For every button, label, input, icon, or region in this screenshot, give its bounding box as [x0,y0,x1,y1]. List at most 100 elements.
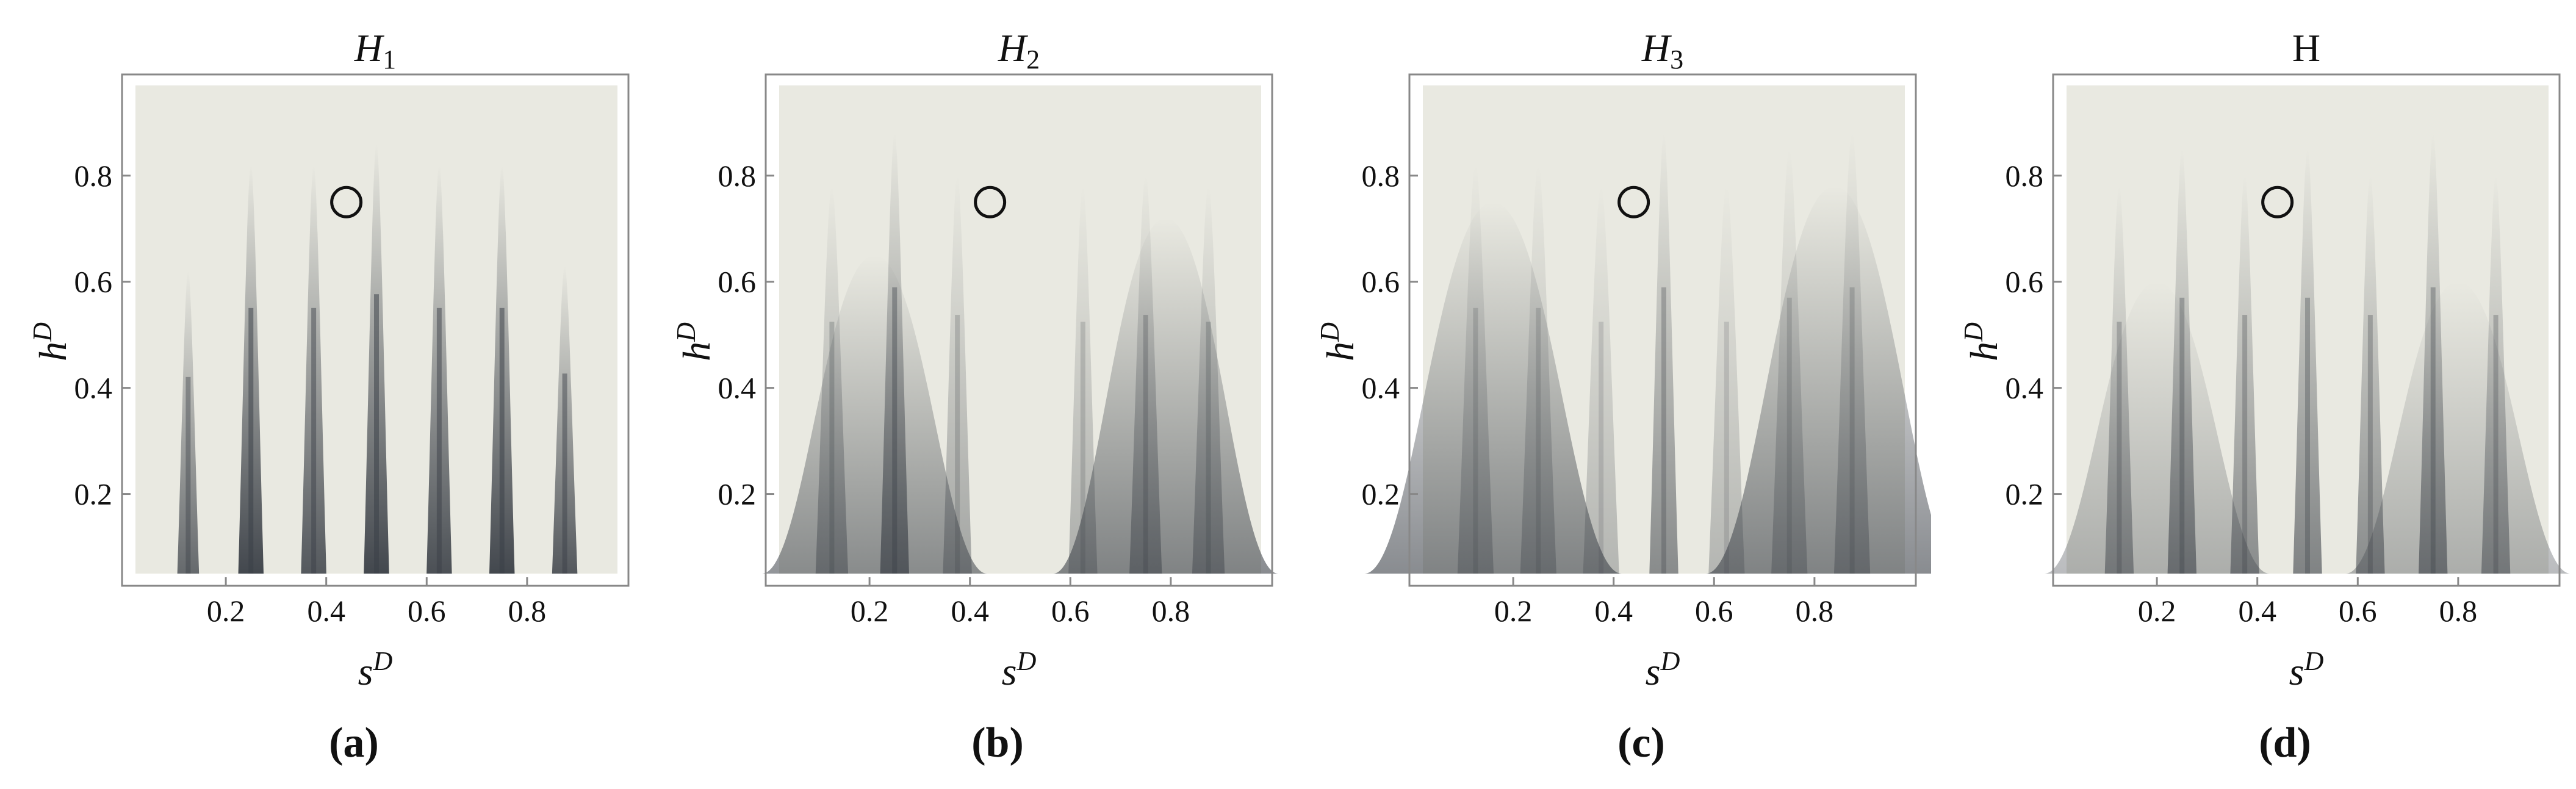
peak-core [1786,297,1792,574]
peak-core [1724,322,1729,574]
peak-core [2493,315,2499,574]
y-axis-label: hD [27,322,74,361]
marker-circle [1617,186,1650,218]
y-tick-label: 0.4 [74,371,113,405]
peak-core [1536,308,1541,574]
y-tick-label: 0.6 [74,265,113,299]
y-tick-label: 0.2 [718,477,757,511]
plot-area [2044,85,2571,574]
peak-ridge [880,133,909,574]
peak-ridge [1583,186,1619,574]
shaded-region [1053,218,1278,574]
peak-core [185,376,191,574]
peak-ridge [1771,149,1808,574]
panel-title: H1 [354,26,396,74]
peak-ridge [815,186,849,574]
panel-title: H [2292,26,2320,70]
peak-core [1080,322,1085,574]
y-axis-label: hD [1959,322,2006,361]
peak-ridge [1708,186,1745,574]
x-tick-label: 0.6 [408,594,446,628]
peak-ridge [1457,165,1494,574]
peak-core [499,308,505,574]
x-tick-label: 0.6 [2339,594,2377,628]
chart-svg-c: 0.2 0.4 0.6 0.8 0.2 0.4 0.6 0.8 H3 sD hD (c) [1315,26,1963,766]
x-tick-label: 0.4 [1594,594,1633,628]
plot-frame [1408,73,1917,587]
peak-core [1849,287,1855,574]
circle-marker [2261,186,2294,218]
shaded-region [2044,281,2270,574]
marker-circle [974,186,1007,218]
x-tick-label: 0.2 [851,594,889,628]
x-tick-label: 0.6 [1051,594,1090,628]
chart-svg-d: 0.2 0.4 0.6 0.8 0.2 0.4 0.6 0.8 H sD hD (d) [1959,26,2571,766]
peak-ridge [1649,133,1678,574]
peak-core [2430,287,2436,574]
y-tick-label: 0.8 [74,159,113,193]
y-tick-label: 0.4 [718,371,757,405]
plot-area [1364,85,1963,574]
y-axis-label: hD [671,322,718,361]
plot-frame [2052,73,2561,587]
panel-title: H2 [998,26,1040,74]
peak-core [2179,297,2185,574]
peak-ridge [2167,149,2196,574]
panel-b: 0.2 0.4 0.6 0.8 0.2 0.4 0.6 0.8 H2 sD hD (b) [644,0,1287,786]
axis-ticks: 0.2 0.4 0.6 0.8 0.2 0.4 0.6 0.8 [74,159,547,628]
peak-ridge [426,165,452,574]
plot-frame [121,73,630,587]
peak-core [1473,308,1478,574]
circle-marker [330,186,363,218]
peak-ridge [552,265,578,574]
peak-ridge [177,271,200,574]
peak-core [1599,322,1604,574]
y-tick-label: 0.8 [718,159,757,193]
y-tick-label: 0.2 [1362,477,1400,511]
x-tick-label: 0.4 [307,594,345,628]
circle-marker [974,186,1007,218]
peak-ridge [2104,186,2134,574]
peak-core [1206,322,1211,574]
x-tick-label: 0.6 [1695,594,1733,628]
x-axis-label: sD [2289,646,2324,693]
marker-circle [330,186,363,218]
peak-ridge [1068,186,1098,574]
x-axis-label: sD [358,646,393,693]
peak-ridge [2356,175,2385,574]
peak-ridge [1192,186,1225,574]
peak-core [311,308,317,574]
x-tick-label: 0.4 [2238,594,2276,628]
circle-marker [1617,186,1650,218]
peak-ridge [2293,149,2322,574]
peak-core [1661,287,1666,574]
y-tick-label: 0.4 [2006,371,2044,405]
y-tick-label: 0.2 [2006,477,2044,511]
x-tick-label: 0.8 [508,594,547,628]
y-tick-label: 0.4 [1362,371,1400,405]
peak-ridge [943,175,972,574]
y-axis-label: hD [1315,322,1362,361]
subfigure-label: (a) [329,719,379,766]
peak-core [955,315,960,574]
peak-core [892,287,898,574]
subfigure-label: (b) [971,719,1024,766]
peak-core [2242,315,2248,574]
subfigure-label: (c) [1617,719,1665,766]
chart-svg-a: 0.2 0.4 0.6 0.8 0.2 0.4 0.6 0.8 H1 sD hD (a) [27,26,630,766]
marker-circle [2261,186,2294,218]
shaded-region [2345,281,2571,574]
peak-ridge [2230,175,2259,574]
peak-ridge [2419,133,2448,574]
x-tick-label: 0.8 [2439,594,2478,628]
axis-ticks: 0.2 0.4 0.6 0.8 0.2 0.4 0.6 0.8 [718,159,1190,628]
peak-ridge [1520,165,1556,574]
y-tick-label: 0.6 [2006,265,2044,299]
panel-a: 0.2 0.4 0.6 0.8 0.2 0.4 0.6 0.8 H1 sD hD (a) [0,0,644,786]
y-tick-label: 0.6 [718,265,757,299]
x-tick-label: 0.8 [1796,594,1834,628]
peak-core [829,322,835,574]
y-tick-label: 0.2 [74,477,113,511]
chart-svg-b: 0.2 0.4 0.6 0.8 0.2 0.4 0.6 0.8 H2 sD hD (b) [671,26,1278,766]
panel-c: 0.2 0.4 0.6 0.8 0.2 0.4 0.6 0.8 H3 sD hD (c) [1287,0,1963,786]
